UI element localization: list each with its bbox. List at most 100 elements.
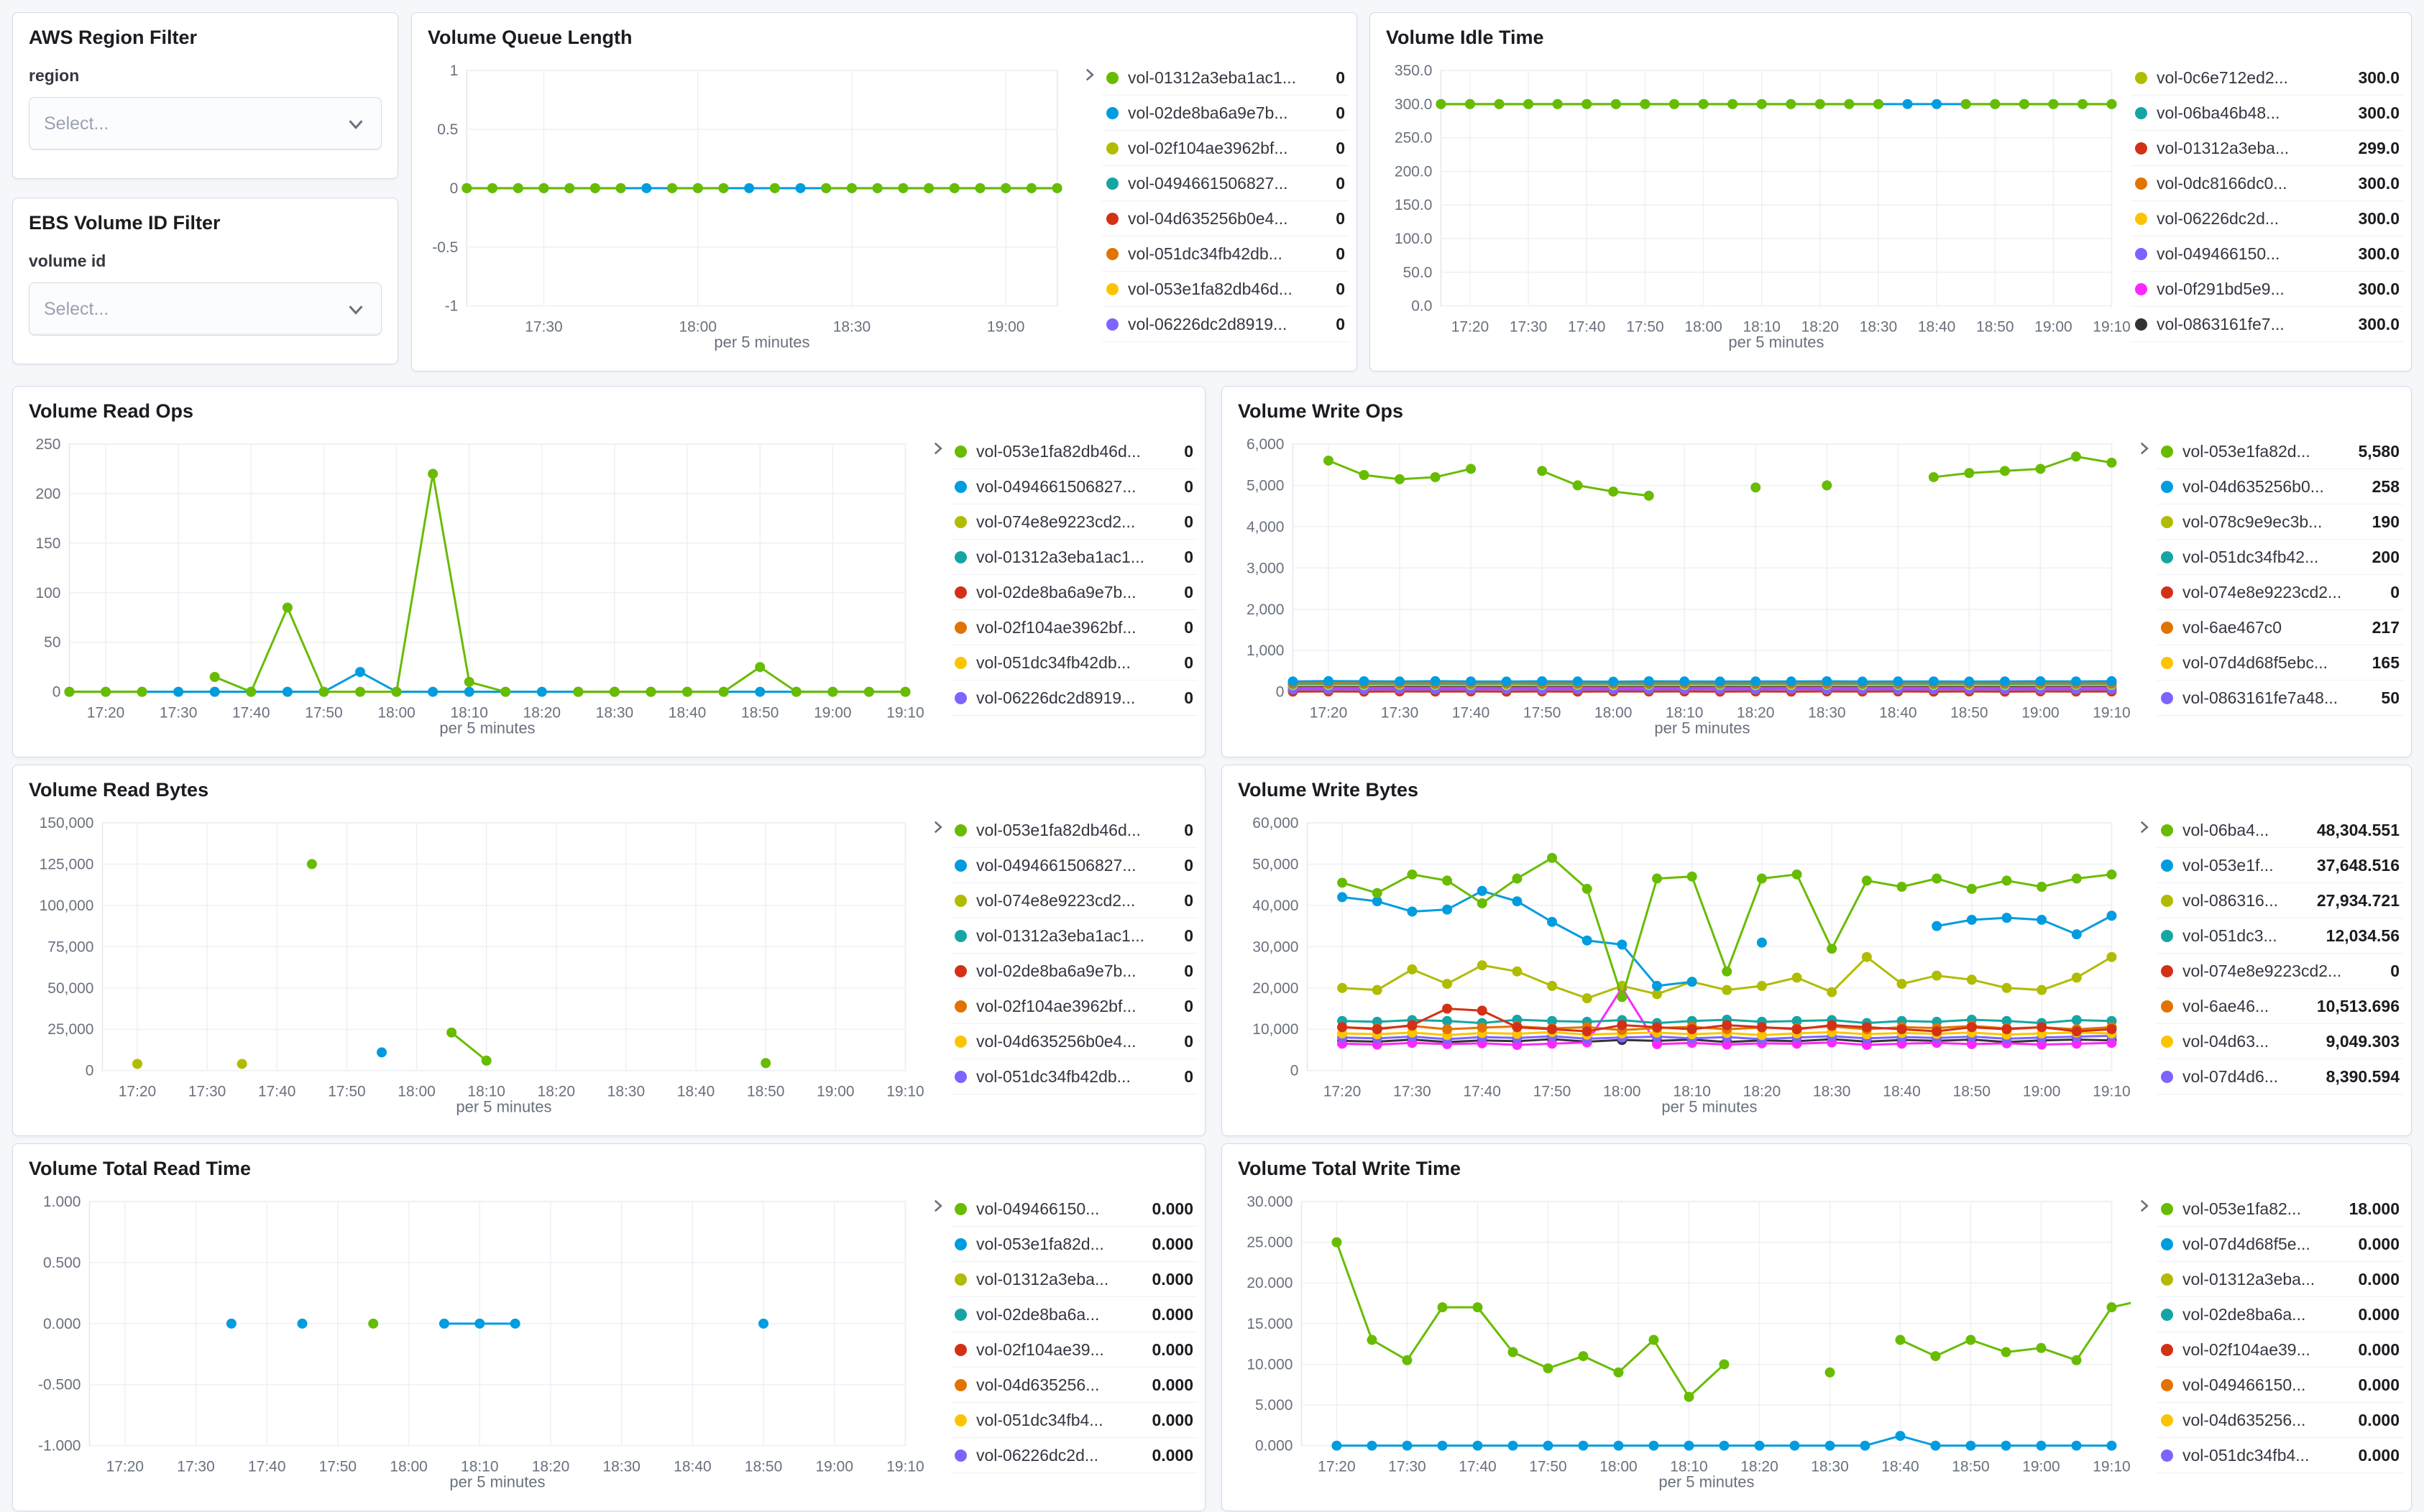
- legend-item[interactable]: vol-02de8ba6a9e7b... 0: [950, 954, 1198, 990]
- series-value: 0.000: [2358, 1234, 2400, 1253]
- svg-text:30.000: 30.000: [1247, 1194, 1293, 1210]
- legend-item[interactable]: vol-04d635256b0... 258: [2157, 469, 2404, 505]
- legend-item[interactable]: vol-051dc34fb42db... 0: [950, 1059, 1198, 1095]
- legend-collapse-button[interactable]: [924, 813, 950, 842]
- legend-item[interactable]: vol-02de8ba6a9e7b... 0: [1102, 96, 1349, 132]
- legend-item[interactable]: vol-074e8e9223cd2... 0: [2157, 954, 2404, 990]
- legend-item[interactable]: vol-078c9e9ec3b... 190: [2157, 504, 2404, 540]
- timeseries-chart[interactable]: 30.000 25.000 20.000 15.000 10.000 5.000 0.000…: [1226, 1186, 2131, 1506]
- legend-collapse-button[interactable]: [2131, 1191, 2157, 1220]
- volume-id-select[interactable]: Select...: [29, 282, 382, 336]
- legend-item[interactable]: vol-02f104ae3962bf... 0: [950, 989, 1198, 1025]
- legend-collapse-button[interactable]: [2131, 813, 2157, 842]
- series-label: vol-04d635256b0e4...: [1128, 208, 1288, 228]
- legend-item[interactable]: vol-0863161fe7... 300.0: [2131, 307, 2404, 343]
- timeseries-chart[interactable]: 350.0 300.0 250.0 200.0 150.0 100.0 50.0 0.0 17:…: [1374, 55, 2131, 367]
- legend-item[interactable]: vol-074e8e9223cd2... 0: [2157, 575, 2404, 611]
- svg-text:18:50: 18:50: [1952, 1459, 1989, 1475]
- legend-item[interactable]: vol-6ae467c0 217: [2157, 610, 2404, 646]
- legend-item[interactable]: vol-053e1fa82... 18.000: [2157, 1191, 2404, 1227]
- legend-item[interactable]: vol-0dc8166dc0... 300.0: [2131, 166, 2404, 202]
- legend-item[interactable]: vol-051dc34fb42db... 0: [950, 645, 1198, 681]
- svg-text:17:40: 17:40: [232, 705, 270, 722]
- legend-item[interactable]: vol-04d63... 9,049.303: [2157, 1024, 2404, 1060]
- timeseries-chart[interactable]: 60,000 50,000 40,000 30,000 20,000 10,000 0 17:…: [1226, 807, 2131, 1131]
- legend-item[interactable]: vol-01312a3eba... 0.000: [2157, 1262, 2404, 1298]
- svg-text:15.000: 15.000: [1247, 1316, 1293, 1332]
- legend-item[interactable]: vol-01312a3eba1ac1... 0: [1102, 60, 1349, 96]
- legend-item[interactable]: vol-01312a3eba1ac1... 0: [950, 918, 1198, 954]
- timeseries-chart[interactable]: 250 200 150 100 50 0 17:20 17:30 17:40 17:50 18:00…: [17, 428, 924, 752]
- series-color-dot: [2161, 859, 2173, 872]
- legend-item[interactable]: vol-049466150... 0.000: [2157, 1368, 2404, 1403]
- legend-item[interactable]: vol-051dc34fb42db... 0: [1102, 236, 1349, 272]
- svg-text:1,000: 1,000: [1247, 643, 1284, 660]
- legend-item[interactable]: vol-0494661506827... 0: [1102, 166, 1349, 202]
- legend-item[interactable]: vol-053e1fa82db46d... 0: [950, 434, 1198, 470]
- legend-item[interactable]: vol-086316... 27,934.721: [2157, 883, 2404, 919]
- legend-item[interactable]: vol-074e8e9223cd2... 0: [950, 883, 1198, 919]
- legend-item[interactable]: vol-01312a3eba1ac1... 0: [950, 540, 1198, 576]
- legend-item[interactable]: vol-06226dc2d8919... 0: [950, 681, 1198, 716]
- legend-item[interactable]: vol-04d635256... 0.000: [950, 1368, 1198, 1403]
- legend-item[interactable]: vol-074e8e9223cd2... 0: [950, 504, 1198, 540]
- legend-item[interactable]: vol-051dc34fb42... 200: [2157, 540, 2404, 576]
- legend-item[interactable]: vol-0494661506827... 0: [950, 469, 1198, 505]
- legend-collapse-button[interactable]: [2131, 434, 2157, 463]
- legend-collapse-button[interactable]: [924, 1191, 950, 1220]
- timeseries-chart[interactable]: 150,000 125,000 100,000 75,000 50,000 25,000 0…: [17, 807, 924, 1131]
- region-select[interactable]: Select...: [29, 97, 382, 151]
- series-label: vol-053e1fa82db46d...: [1128, 279, 1293, 298]
- legend-item[interactable]: vol-02f104ae39... 0.000: [2157, 1332, 2404, 1368]
- legend-collapse-button[interactable]: [924, 434, 950, 463]
- legend-item[interactable]: vol-049466150... 0.000: [950, 1191, 1198, 1227]
- legend-item[interactable]: vol-051dc3... 12,034.56: [2157, 918, 2404, 954]
- series-label: vol-0863161fe7...: [2157, 314, 2285, 333]
- legend-item[interactable]: vol-06ba4... 48,304.551: [2157, 813, 2404, 849]
- legend-item[interactable]: vol-6ae46... 10,513.696: [2157, 989, 2404, 1025]
- legend-item[interactable]: vol-02f104ae3962bf... 0: [950, 610, 1198, 646]
- svg-text:18:30: 18:30: [602, 1459, 640, 1475]
- legend-item[interactable]: vol-06226dc2d... 0.000: [950, 1438, 1198, 1474]
- legend-item[interactable]: vol-0c6e712ed2... 300.0: [2131, 60, 2404, 96]
- legend-item[interactable]: vol-04d635256b0e4... 0: [1102, 201, 1349, 237]
- svg-text:10,000: 10,000: [1252, 1022, 1298, 1038]
- series-value: 0: [1336, 138, 1345, 157]
- svg-text:17:30: 17:30: [1510, 319, 1547, 336]
- legend-item[interactable]: vol-06ba46b48... 300.0: [2131, 96, 2404, 132]
- legend-item[interactable]: vol-053e1fa82d... 0.000: [950, 1227, 1198, 1263]
- svg-text:0.500: 0.500: [43, 1255, 81, 1271]
- legend-item[interactable]: vol-0494661506827... 0: [950, 848, 1198, 884]
- series-color-dot: [2135, 142, 2147, 155]
- legend-item[interactable]: vol-02f104ae39... 0.000: [950, 1332, 1198, 1368]
- legend-item[interactable]: vol-06226dc2d8919... 0: [1102, 307, 1349, 343]
- legend-item[interactable]: vol-053e1fa82d... 5,580: [2157, 434, 2404, 470]
- legend-item[interactable]: vol-04d635256... 0.000: [2157, 1403, 2404, 1439]
- legend-item[interactable]: vol-01312a3eba... 0.000: [950, 1262, 1198, 1298]
- timeseries-chart[interactable]: 6,000 5,000 4,000 3,000 2,000 1,000 0 17:20 17:3…: [1226, 428, 2131, 752]
- legend-item[interactable]: vol-053e1fa82db46d... 0: [1102, 272, 1349, 308]
- legend-item[interactable]: vol-07d4d68f5ebc... 165: [2157, 645, 2404, 681]
- legend-item[interactable]: vol-0863161fe7a48... 50: [2157, 681, 2404, 716]
- series-color-dot: [2161, 1414, 2173, 1426]
- legend-item[interactable]: vol-02de8ba6a9e7b... 0: [950, 575, 1198, 611]
- legend-item[interactable]: vol-051dc34fb4... 0.000: [950, 1403, 1198, 1439]
- legend-item[interactable]: vol-06226dc2d... 300.0: [2131, 201, 2404, 237]
- legend-item[interactable]: vol-049466150... 300.0: [2131, 236, 2404, 272]
- legend-item[interactable]: vol-07d4d68f5e... 0.000: [2157, 1227, 2404, 1263]
- legend-item[interactable]: vol-04d635256b0e4... 0: [950, 1024, 1198, 1060]
- legend-item[interactable]: vol-053e1fa82db46d... 0: [950, 813, 1198, 849]
- legend-item[interactable]: vol-02f104ae3962bf... 0: [1102, 131, 1349, 167]
- timeseries-chart[interactable]: 1.000 0.500 0.000 -0.500 -1.000 17:20 17:30 17:…: [17, 1186, 924, 1506]
- legend-item[interactable]: vol-051dc34fb4... 0.000: [2157, 1438, 2404, 1474]
- legend-collapse-button[interactable]: [1076, 60, 1102, 89]
- series-color-dot: [2135, 247, 2147, 260]
- series-value: 0: [1336, 314, 1345, 333]
- legend-item[interactable]: vol-02de8ba6a... 0.000: [2157, 1297, 2404, 1333]
- legend-item[interactable]: vol-01312a3eba... 299.0: [2131, 131, 2404, 167]
- legend-item[interactable]: vol-0f291bd5e9... 300.0: [2131, 272, 2404, 308]
- legend-item[interactable]: vol-02de8ba6a... 0.000: [950, 1297, 1198, 1333]
- timeseries-chart[interactable]: 1 0.5 0 -0.5 -1 17:30 18:00 18:30 19:00 per 5 min…: [416, 55, 1076, 367]
- legend-item[interactable]: vol-07d4d6... 8,390.594: [2157, 1059, 2404, 1095]
- legend-item[interactable]: vol-053e1f... 37,648.516: [2157, 848, 2404, 884]
